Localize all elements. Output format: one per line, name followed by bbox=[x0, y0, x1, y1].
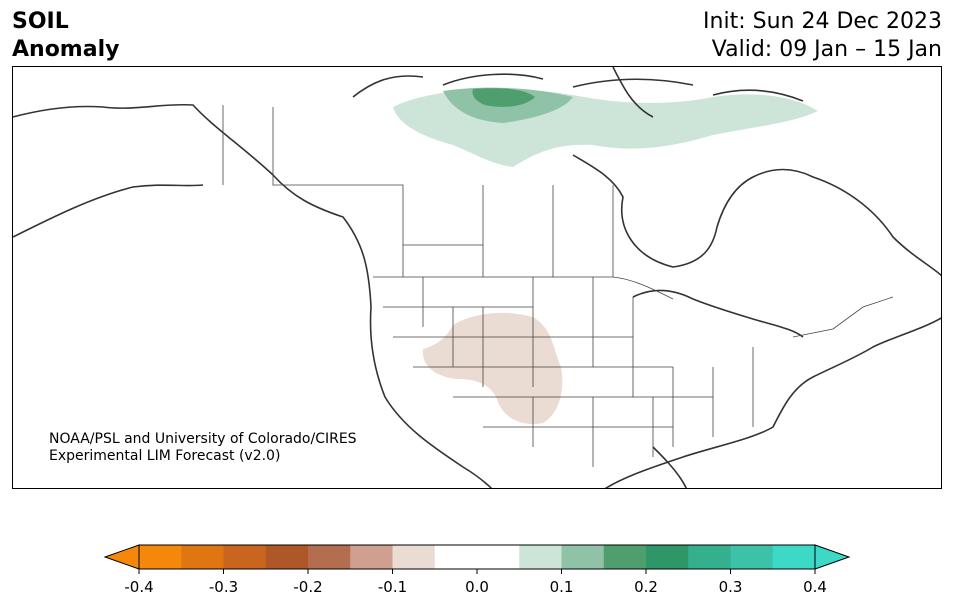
arctic-islands-coast bbox=[352, 67, 804, 118]
colorbar-segment bbox=[772, 545, 816, 569]
colorbar-segment bbox=[350, 545, 393, 569]
colorbar-over-arrow bbox=[814, 544, 851, 570]
colorbar-under-arrow bbox=[103, 544, 140, 570]
colorbar-tick-label: 0.4 bbox=[803, 578, 827, 596]
anomaly-region-arctic-dark bbox=[472, 88, 535, 107]
alaska-peninsula-coast bbox=[13, 184, 204, 238]
chart-title: SOIL Anomaly bbox=[12, 8, 119, 64]
coastlines bbox=[13, 67, 941, 488]
colorbar-segment bbox=[561, 545, 605, 569]
colorbar-tick-label: -0.4 bbox=[124, 578, 153, 596]
credit-line-2: Experimental LIM Forecast (v2.0) bbox=[49, 448, 281, 464]
east-coastline bbox=[604, 317, 941, 488]
forecast-map: NOAA/PSL and University of Colorado/CIRE… bbox=[12, 66, 942, 489]
colorbar-tick-label: 0.1 bbox=[550, 578, 574, 596]
colorbar-tick-label: -0.1 bbox=[378, 578, 407, 596]
colorbar-segment bbox=[265, 545, 309, 569]
colorbar-segment bbox=[603, 545, 647, 569]
colorbar-segment bbox=[730, 545, 774, 569]
canada-province-lines bbox=[222, 105, 614, 277]
colorbar-tick-label: 0.3 bbox=[719, 578, 743, 596]
anomaly-shading bbox=[393, 87, 818, 424]
us-state-lines bbox=[383, 277, 754, 467]
anomaly-region-southwest-dry bbox=[422, 312, 563, 424]
colorbar-svg: -0.4 -0.3 -0.2 -0.1 0.0 0.1 0.2 0.3 0.4 bbox=[103, 544, 851, 596]
colorbar: -0.4 -0.3 -0.2 -0.1 0.0 0.1 0.2 0.3 0.4 bbox=[0, 536, 954, 608]
hudson-bay-coast bbox=[572, 154, 941, 277]
field-label: Anomaly bbox=[12, 37, 120, 62]
colorbar-tick-label: 0.0 bbox=[465, 578, 489, 596]
west-coastline bbox=[13, 103, 493, 488]
variable-label: SOIL bbox=[12, 9, 69, 34]
colorbar-segment bbox=[519, 545, 562, 569]
colorbar-tick-label: 0.2 bbox=[634, 578, 658, 596]
credit-text: NOAA/PSL and University of Colorado/CIRE… bbox=[49, 431, 357, 465]
political-boundaries bbox=[222, 105, 894, 467]
us-canada-border bbox=[373, 276, 894, 338]
colorbar-segment bbox=[646, 545, 689, 569]
colorbar-segment bbox=[308, 545, 351, 569]
colorbar-segment bbox=[688, 545, 731, 569]
colorbar-segment bbox=[392, 545, 436, 569]
florida-coast bbox=[652, 446, 687, 488]
date-info: Init: Sun 24 Dec 2023 Valid: 09 Jan – 15… bbox=[703, 8, 942, 64]
init-date: Init: Sun 24 Dec 2023 bbox=[703, 9, 942, 34]
credit-line-1: NOAA/PSL and University of Colorado/CIRE… bbox=[49, 431, 357, 447]
valid-date: Valid: 09 Jan – 15 Jan bbox=[711, 37, 942, 62]
colorbar-segment bbox=[477, 545, 520, 569]
colorbar-segment bbox=[139, 545, 182, 569]
colorbar-tick-label: -0.3 bbox=[209, 578, 238, 596]
great-lakes bbox=[632, 289, 804, 338]
colorbar-segment bbox=[434, 545, 478, 569]
colorbar-segment bbox=[181, 545, 224, 569]
colorbar-tick-label: -0.2 bbox=[293, 578, 322, 596]
colorbar-segment bbox=[223, 545, 267, 569]
map-canvas bbox=[13, 67, 941, 488]
